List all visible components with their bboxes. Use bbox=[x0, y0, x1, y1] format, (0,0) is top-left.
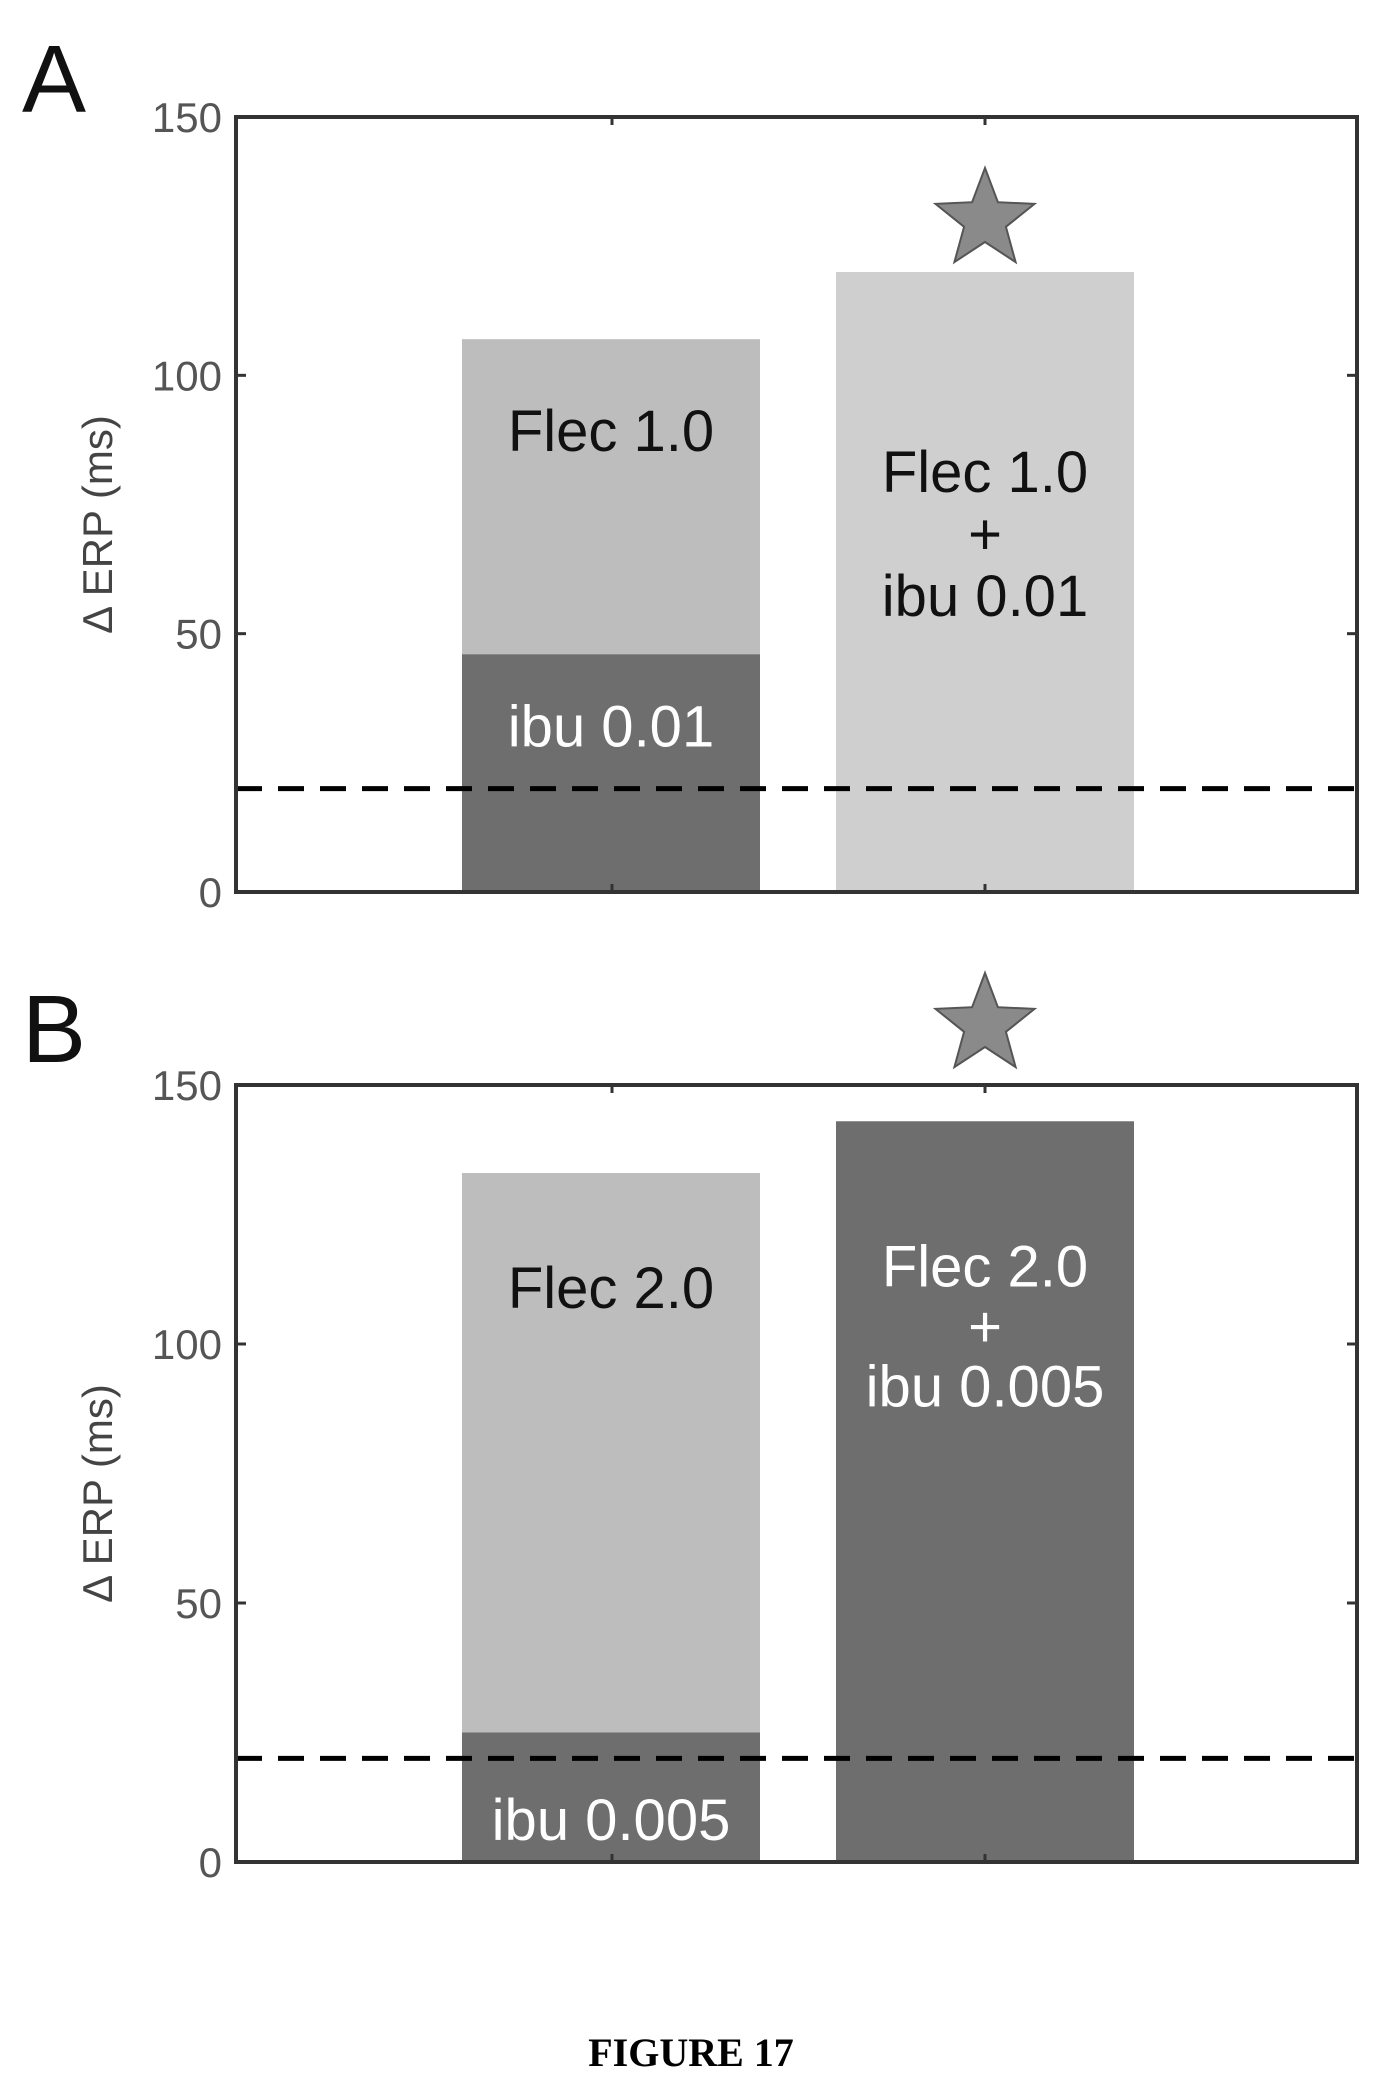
panel-letter: B bbox=[22, 976, 86, 1083]
star-icon bbox=[932, 970, 1038, 1070]
plot-frame bbox=[234, 1083, 1359, 1864]
bar-segment bbox=[836, 1121, 1134, 1862]
star-icon bbox=[932, 165, 1038, 265]
y-tick-label: 0 bbox=[199, 1839, 222, 1886]
bar-label: Flec 2.0 bbox=[882, 1234, 1088, 1299]
y-axis-label: Δ ERP (ms) bbox=[74, 1384, 121, 1603]
bar-label: ibu 0.005 bbox=[866, 1354, 1105, 1419]
bar-segment bbox=[462, 654, 760, 892]
bar-label: + bbox=[968, 502, 1002, 567]
bar-segment bbox=[462, 1732, 760, 1862]
y-tick-label: 100 bbox=[152, 1321, 222, 1368]
y-tick-label: 50 bbox=[175, 611, 222, 658]
bar-label: ibu 0.005 bbox=[492, 1788, 731, 1853]
bar-label: + bbox=[968, 1294, 1002, 1359]
y-tick-label: 150 bbox=[152, 94, 222, 141]
y-tick-label: 150 bbox=[152, 1062, 222, 1109]
bar-label: Flec 1.0 bbox=[508, 399, 714, 464]
bar-label: ibu 0.01 bbox=[882, 564, 1088, 629]
bar-label: ibu 0.01 bbox=[508, 694, 714, 759]
y-tick-label: 0 bbox=[199, 869, 222, 916]
plot-frame bbox=[234, 115, 1359, 894]
bar-label: Flec 2.0 bbox=[508, 1256, 714, 1321]
y-tick-label: 100 bbox=[152, 352, 222, 399]
y-tick-label: 50 bbox=[175, 1580, 222, 1627]
panel-letter: A bbox=[22, 26, 86, 133]
figure-caption: FIGURE 17 bbox=[588, 2030, 794, 2075]
bar-label: Flec 1.0 bbox=[882, 440, 1088, 505]
y-axis-label: Δ ERP (ms) bbox=[74, 415, 121, 634]
